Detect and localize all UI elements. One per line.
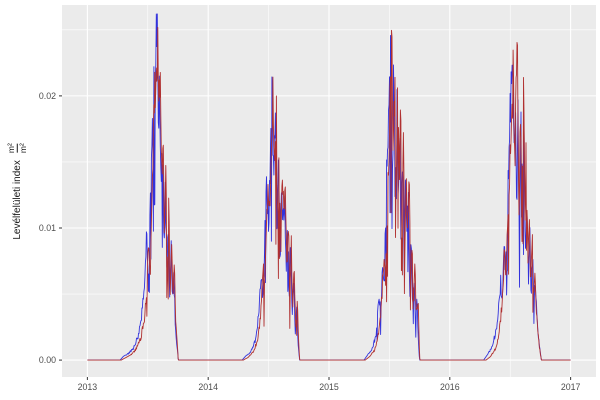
x-tick-label-2017: 2017 bbox=[561, 382, 581, 392]
x-tick-label-2014: 2014 bbox=[198, 382, 218, 392]
series-group bbox=[87, 13, 571, 361]
series-line-red bbox=[87, 27, 571, 361]
x-tick-label-2013: 2013 bbox=[78, 382, 98, 392]
y-tick-label-0.02: 0.02 bbox=[39, 91, 56, 101]
y-tick-label-0.00: 0.00 bbox=[39, 355, 56, 365]
x-tick-label-2015: 2015 bbox=[319, 382, 339, 392]
x-tick-label-2016: 2016 bbox=[440, 382, 460, 392]
y-tick-label-0.01: 0.01 bbox=[39, 223, 56, 233]
